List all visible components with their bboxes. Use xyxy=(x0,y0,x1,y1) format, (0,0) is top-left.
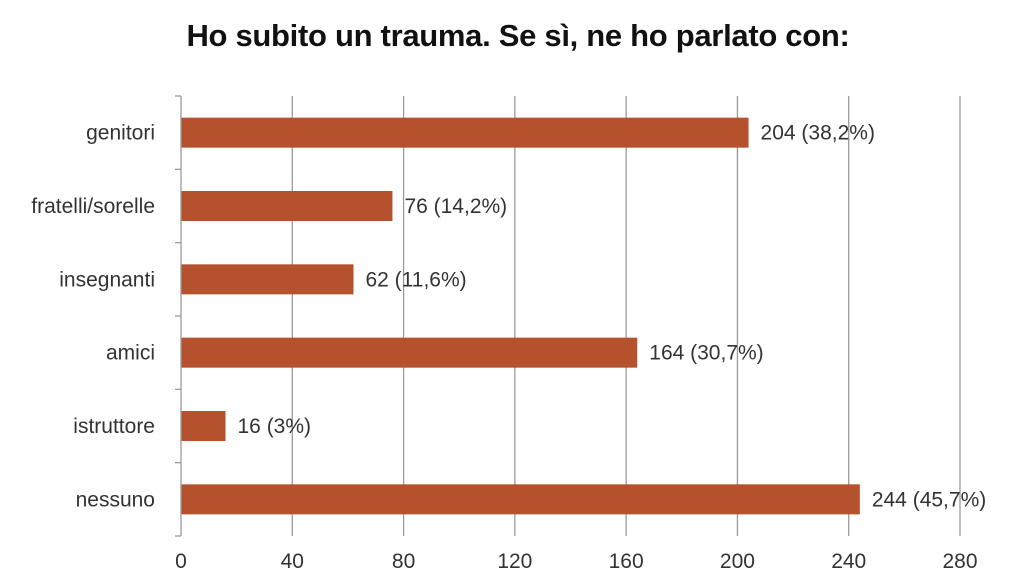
data-label: 16 (3%) xyxy=(238,415,312,438)
category-label: amici xyxy=(106,342,155,365)
chart-title: Ho subito un trauma. Se sì, ne ho parlat… xyxy=(186,18,850,53)
bar-istruttore xyxy=(181,411,226,441)
bars xyxy=(181,117,860,515)
category-label: insegnanti xyxy=(59,268,155,291)
x-tick-label: 160 xyxy=(609,550,644,573)
bar-fratelli-sorelle xyxy=(181,191,393,221)
labels: 0 40 80 120 160 200 240 280 genitori 204 (38,2%) f… xyxy=(31,122,986,573)
data-label: 164 (30,7%) xyxy=(649,342,763,365)
x-tick-label: 240 xyxy=(831,550,866,573)
bar-genitori xyxy=(181,117,749,148)
x-tick-label: 200 xyxy=(720,550,755,573)
bar-nessuno xyxy=(181,484,860,515)
category-label: istruttore xyxy=(73,415,155,438)
category-label: fratelli/sorelle xyxy=(31,195,155,218)
y-axis xyxy=(175,95,182,537)
data-label: 62 (11,6%) xyxy=(365,268,466,291)
data-label: 204 (38,2%) xyxy=(761,122,875,145)
bar-amici xyxy=(181,337,638,368)
category-label: nessuno xyxy=(76,488,155,511)
category-label: genitori xyxy=(86,122,155,145)
gridlines xyxy=(291,96,961,536)
x-tick-label: 80 xyxy=(392,550,415,573)
data-label: 244 (45,7%) xyxy=(872,488,986,511)
data-label: 76 (14,2%) xyxy=(404,195,507,218)
x-tick-label: 120 xyxy=(497,550,532,573)
x-tick-label: 280 xyxy=(942,550,977,573)
x-tick-label: 0 xyxy=(175,550,187,573)
x-tick-label: 40 xyxy=(281,550,304,573)
bar-insegnanti xyxy=(181,264,354,295)
